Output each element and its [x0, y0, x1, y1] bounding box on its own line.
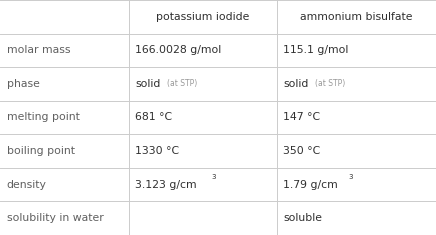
Text: 3: 3 — [211, 174, 216, 180]
Text: (at STP): (at STP) — [167, 79, 197, 88]
Text: boiling point: boiling point — [7, 146, 75, 156]
Text: phase: phase — [7, 79, 39, 89]
Text: 681 °C: 681 °C — [135, 113, 172, 122]
Text: solubility in water: solubility in water — [7, 213, 103, 223]
Text: soluble: soluble — [283, 213, 322, 223]
Text: solid: solid — [283, 79, 309, 89]
Text: density: density — [7, 180, 46, 190]
Text: molar mass: molar mass — [7, 45, 70, 55]
Text: 3.123 g/cm: 3.123 g/cm — [135, 180, 197, 190]
Text: (at STP): (at STP) — [315, 79, 345, 88]
Text: potassium iodide: potassium iodide — [156, 12, 249, 22]
Text: melting point: melting point — [7, 113, 79, 122]
Text: ammonium bisulfate: ammonium bisulfate — [300, 12, 413, 22]
Text: 1330 °C: 1330 °C — [135, 146, 179, 156]
Text: 3: 3 — [348, 174, 352, 180]
Text: 166.0028 g/mol: 166.0028 g/mol — [135, 45, 221, 55]
Text: 1.79 g/cm: 1.79 g/cm — [283, 180, 338, 190]
Text: 147 °C: 147 °C — [283, 113, 320, 122]
Text: solid: solid — [135, 79, 160, 89]
Text: 350 °C: 350 °C — [283, 146, 320, 156]
Text: 115.1 g/mol: 115.1 g/mol — [283, 45, 349, 55]
